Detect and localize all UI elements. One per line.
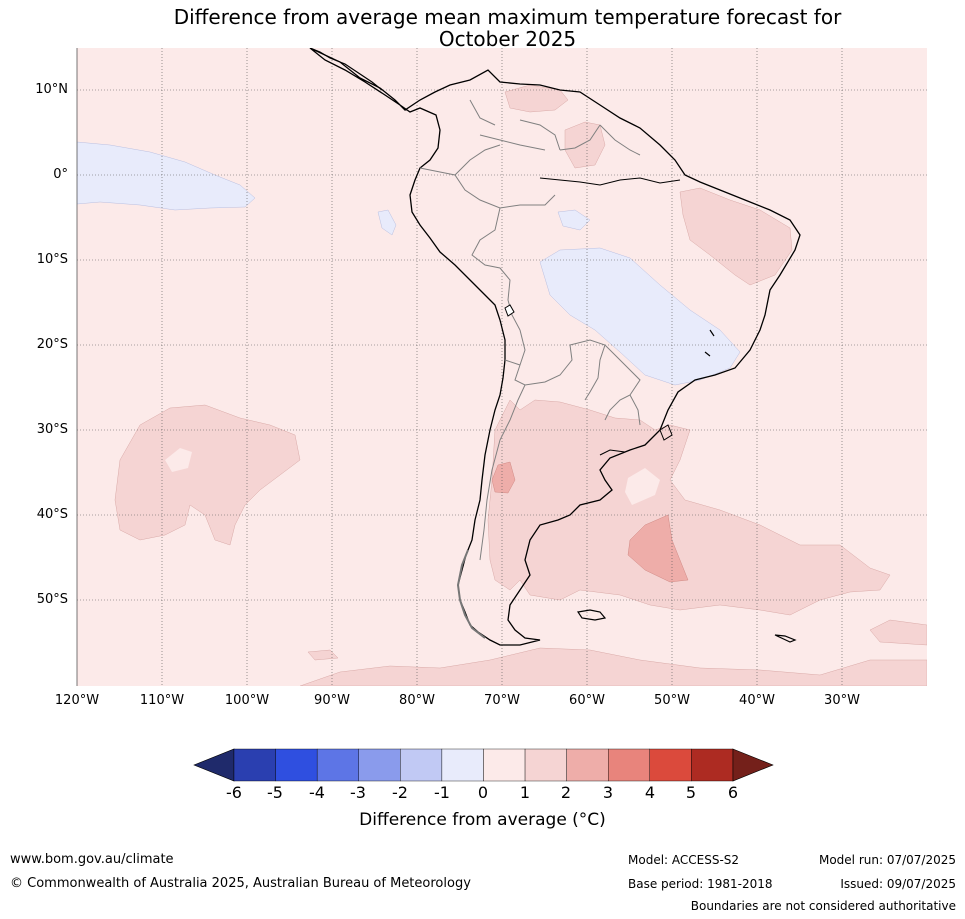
lon-label-80w: 80°W xyxy=(399,693,435,708)
colorbar-tick-label: 4 xyxy=(644,783,656,802)
anomaly-zone-south-atlantic-east xyxy=(869,619,927,646)
lagoa-dos-patos xyxy=(659,424,673,441)
lon-label-30w: 30°W xyxy=(824,693,860,708)
anomaly-zone-cool-amazon xyxy=(557,209,591,231)
colorbar-segment xyxy=(691,748,734,782)
colorbar-tick-label: 5 xyxy=(685,783,697,802)
south-georgia xyxy=(774,634,797,643)
anomaly-zone-venezuela xyxy=(504,84,569,113)
colorbar-segment xyxy=(233,748,276,782)
colorbar xyxy=(193,748,774,782)
lat-label-50s: 50°S xyxy=(36,592,68,607)
lake-titicaca xyxy=(504,304,515,317)
brazil-inland-marks xyxy=(704,329,715,357)
lon-label-110w: 110°W xyxy=(139,693,185,708)
colorbar-segment xyxy=(649,748,692,782)
river-plate xyxy=(599,449,626,456)
colorbar-segment xyxy=(316,748,359,782)
anomaly-zone-drake xyxy=(307,649,339,661)
footer-disclaimer: Boundaries are not considered authoritat… xyxy=(690,899,956,913)
anomaly-hole-pacific xyxy=(165,448,192,472)
south-america-coastline xyxy=(309,48,801,646)
footer-issued: Issued: 09/07/2025 xyxy=(840,877,956,891)
colorbar-segment xyxy=(358,748,401,782)
colorbar-tick-label: -1 xyxy=(434,783,450,802)
anomaly-zone-cool-pacific-equator xyxy=(77,141,256,211)
lat-label-30s: 30°S xyxy=(36,422,68,437)
map-title-line-2: October 2025 xyxy=(438,27,577,51)
colorbar-tick-label: 0 xyxy=(477,783,489,802)
colorbar-tick-label: -6 xyxy=(226,783,242,802)
footer-copyright: © Commonwealth of Australia 2025, Austra… xyxy=(10,876,471,891)
colorbar-tick-label: -5 xyxy=(267,783,283,802)
lat-label-20s: 20°S xyxy=(36,337,68,352)
river-amazon xyxy=(539,177,681,186)
anomaly-zone-pacific-south xyxy=(114,404,301,546)
colorbar-segment xyxy=(400,748,443,782)
lat-label-40s: 40°S xyxy=(36,507,68,522)
anomaly-zone-cool-galapagos xyxy=(377,209,397,236)
anomaly-zone-cool-brazil xyxy=(539,247,741,386)
colorbar-title: Difference from average (°C) xyxy=(359,810,606,830)
map-title-line-1: Difference from average mean maximum tem… xyxy=(173,5,842,29)
lon-label-70w: 70°W xyxy=(484,693,520,708)
colorbar-tick-label: 2 xyxy=(560,783,572,802)
footer-base-period: Base period: 1981-2018 xyxy=(628,877,773,891)
footer-model-run: Model run: 07/07/2025 xyxy=(818,853,956,867)
lat-label-10s: 10°S xyxy=(36,252,68,267)
lon-label-40w: 40°W xyxy=(739,693,775,708)
falkland-islands xyxy=(576,609,607,621)
colorbar-tick-label: -3 xyxy=(350,783,366,802)
anomaly-zone-south-ocean xyxy=(299,647,927,686)
colorbar-extend-high xyxy=(732,748,774,782)
colorbar-extend-low xyxy=(193,748,235,782)
colorbar-tick-label: 1 xyxy=(519,783,531,802)
colorbar-segment xyxy=(608,748,650,782)
lat-label-0: 0° xyxy=(53,167,68,182)
footer-website: www.bom.gov.au/climate xyxy=(10,852,174,867)
colorbar-tick-label: 3 xyxy=(602,783,614,802)
colorbar-tick-label: -2 xyxy=(392,783,408,802)
lon-label-120w: 120°W xyxy=(54,693,100,708)
colorbar-tick-label: 6 xyxy=(727,783,739,802)
anomaly-hole-uruguay-coast xyxy=(625,468,660,505)
anomaly-zone-guiana xyxy=(564,121,606,169)
colorbar-segment xyxy=(566,748,609,782)
anomaly-zone-strong-argentina xyxy=(491,461,516,494)
colorbar-segment xyxy=(524,748,567,782)
lon-label-60w: 60°W xyxy=(569,693,605,708)
colorbar-segment xyxy=(441,748,484,782)
lat-label-10n: 10°N xyxy=(35,82,68,97)
footer-model: Model: ACCESS-S2 xyxy=(628,853,740,867)
chile-fjords xyxy=(456,549,486,639)
anomaly-zone-strong-atlantic xyxy=(627,514,689,583)
lon-label-50w: 50°W xyxy=(654,693,690,708)
lon-label-100w: 100°W xyxy=(224,693,270,708)
anomaly-zone-brazil-east xyxy=(679,187,793,286)
colorbar-segment xyxy=(275,748,318,782)
graticule xyxy=(77,48,927,686)
central-america-coastline xyxy=(309,48,383,91)
lon-label-90w: 90°W xyxy=(314,693,350,708)
colorbar-segment xyxy=(483,748,526,782)
colorbar-tick-label: -4 xyxy=(309,783,325,802)
